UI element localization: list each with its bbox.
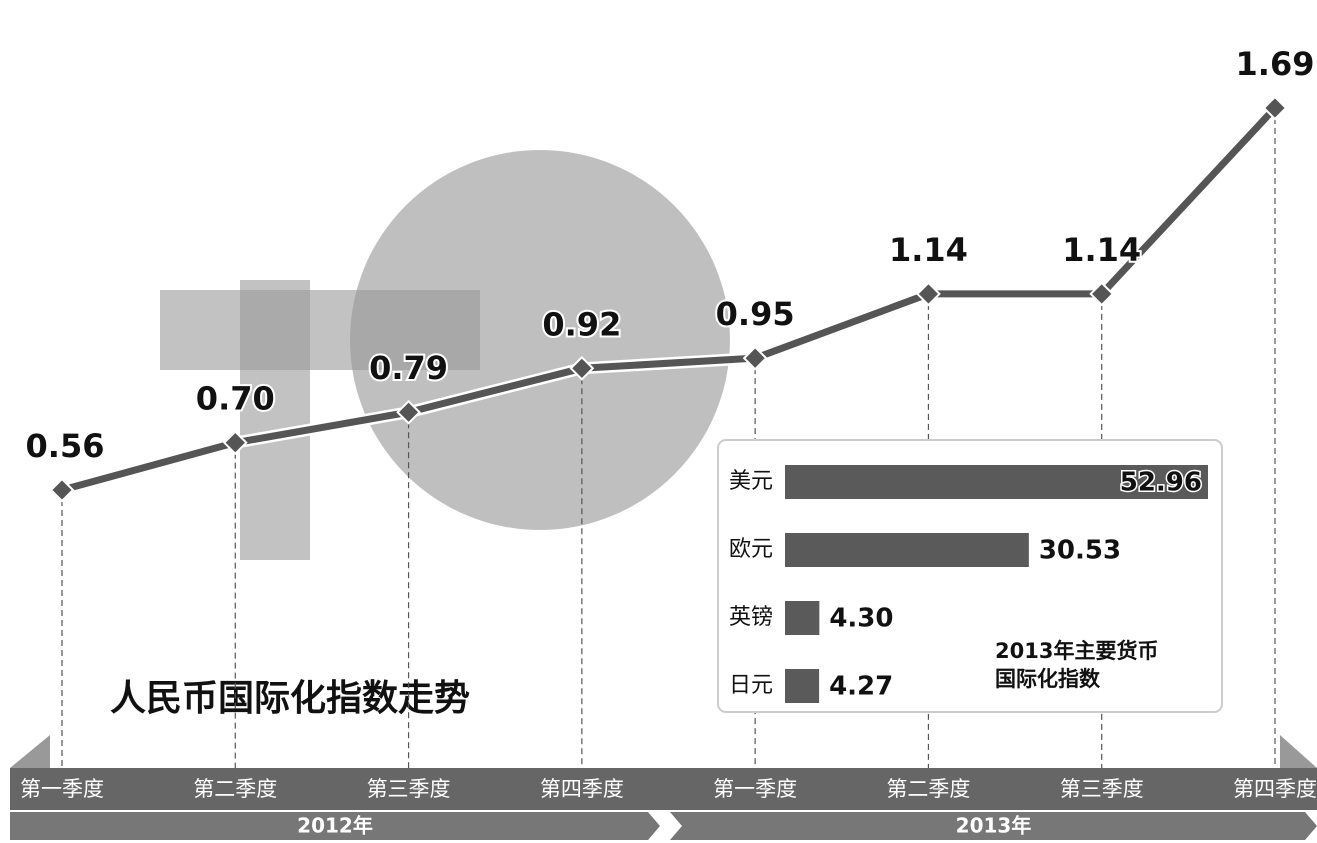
category-label: 英镑 (729, 605, 773, 630)
category-label: 日元 (729, 673, 773, 698)
value-label: 4.27 (829, 672, 893, 702)
value-label: 0.92 (542, 305, 621, 343)
group-label: 2012年 (297, 814, 373, 838)
x-tick-label: 第三季度 (367, 777, 451, 801)
category-label: 美元 (729, 469, 773, 494)
data-point (396, 399, 421, 425)
chart-title: 人民币国际化指数走势 (110, 678, 470, 719)
group-label: 2013年 (956, 814, 1032, 838)
value-label: 0.56 (26, 427, 105, 465)
value-label: 52.96 (1120, 468, 1202, 498)
bar (785, 601, 820, 635)
x-tick-label: 第二季度 (193, 777, 277, 801)
band-arrow (10, 735, 50, 768)
data-point (1262, 95, 1288, 121)
x-tick-label: 第一季度 (713, 777, 797, 801)
inset-title: 2013年主要货币 (995, 639, 1158, 663)
x-tick-label: 第一季度 (20, 777, 104, 801)
band-arrow (1280, 735, 1317, 768)
value-label: 1.14 (1062, 231, 1141, 269)
data-point (569, 355, 595, 381)
data-point (916, 281, 941, 307)
value-label: 0.79 (369, 349, 448, 387)
bar (785, 533, 1029, 567)
group-band (670, 812, 1317, 840)
x-tick-label: 第三季度 (1060, 777, 1144, 801)
value-label: 1.14 (889, 231, 968, 269)
x-tick-label: 第四季度 (540, 777, 624, 801)
category-band (10, 768, 1317, 810)
value-label: 4.30 (829, 604, 893, 634)
yen-decoration (240, 280, 310, 560)
globe-decoration (350, 150, 730, 530)
group-band (10, 812, 660, 840)
value-label: 30.53 (1039, 536, 1121, 566)
data-point (742, 345, 768, 371)
yen-decoration (160, 290, 480, 370)
inset-title: 国际化指数 (995, 667, 1101, 691)
category-label: 欧元 (729, 537, 773, 562)
x-tick-label: 第四季度 (1233, 777, 1317, 801)
bar (785, 465, 1208, 499)
data-point (222, 430, 248, 456)
inset-panel (717, 439, 1223, 713)
data-point (49, 477, 75, 503)
data-point (1089, 281, 1115, 307)
value-label: 0.70 (196, 380, 275, 418)
x-tick-label: 第二季度 (886, 777, 970, 801)
bar (785, 669, 820, 703)
value-label: 0.95 (716, 295, 795, 333)
data-line (61, 105, 1278, 494)
value-label: 1.69 (1236, 45, 1315, 83)
